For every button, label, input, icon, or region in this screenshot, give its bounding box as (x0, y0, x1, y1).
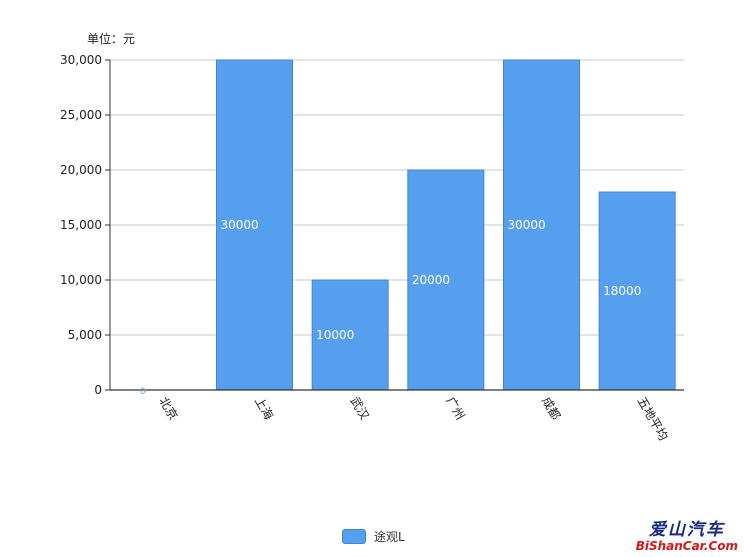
y-tick-label: 30,000 (60, 53, 102, 67)
legend-label: 途观L (374, 530, 405, 544)
data-label: 18000 (603, 284, 641, 298)
x-tick-label: 五地平均 (635, 395, 671, 444)
legend[interactable]: 途观L (342, 528, 405, 545)
y-tick-label: 15,000 (60, 218, 102, 232)
data-label: 30000 (508, 218, 546, 232)
x-tick-label: 成都 (539, 395, 563, 423)
y-tick-label: 5,000 (68, 328, 102, 342)
bars (216, 59, 676, 391)
unit-label: 单位：元 (87, 31, 135, 46)
bar[interactable] (598, 191, 676, 391)
watermark-en: BiShanCar.Com (635, 538, 738, 553)
legend-swatch (342, 529, 366, 544)
data-label: 10000 (316, 328, 354, 342)
watermark-cn: 爱山汽车 (648, 520, 725, 541)
bar[interactable] (407, 169, 485, 391)
data-label: 0 (140, 387, 146, 397)
y-tick-label: 0 (94, 383, 102, 397)
x-tick-label: 上海 (252, 394, 277, 422)
data-label: 20000 (412, 273, 450, 287)
axes (105, 59, 684, 391)
x-tick-label: 北京 (156, 395, 180, 423)
bar[interactable] (503, 59, 580, 391)
y-tick-label: 10,000 (60, 273, 102, 287)
data-label: 30000 (221, 218, 259, 232)
watermark-logo: 爱山汽车 BiShanCar.Com (636, 521, 738, 553)
y-tick-label: 20,000 (60, 163, 102, 177)
x-tick-label: 广州 (443, 395, 467, 423)
gridlines (110, 59, 684, 336)
bar[interactable] (311, 279, 389, 391)
y-tick-label: 25,000 (60, 108, 102, 122)
x-tick-label: 武汉 (348, 395, 372, 423)
